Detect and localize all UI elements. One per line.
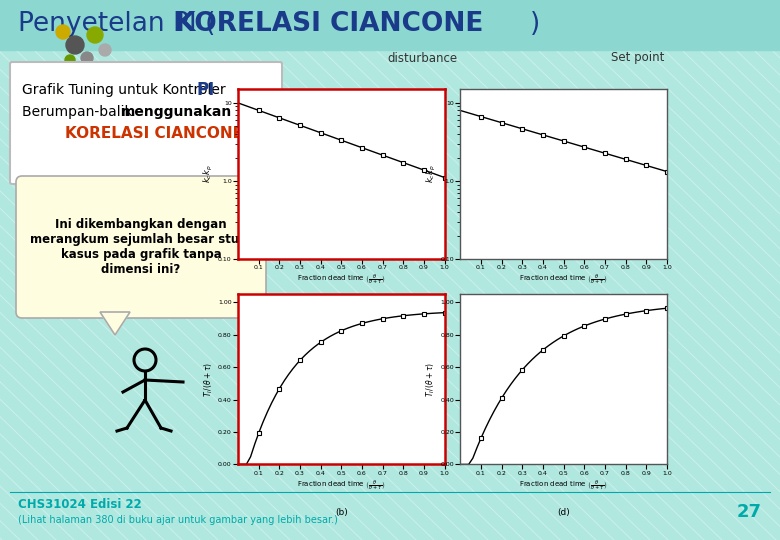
Y-axis label: $k_c k_p$: $k_c k_p$ — [202, 165, 215, 184]
Text: CHS31024 Edisi 22: CHS31024 Edisi 22 — [18, 497, 142, 510]
FancyBboxPatch shape — [10, 62, 282, 184]
Text: ): ) — [530, 11, 541, 37]
X-axis label: Fraction dead time $\left(\frac{\theta}{\theta+\tau}\right)$: Fraction dead time $\left(\frac{\theta}{… — [297, 478, 385, 492]
Y-axis label: $T_I/(\theta+\tau)$: $T_I/(\theta+\tau)$ — [425, 362, 438, 397]
Y-axis label: $T_I/(\theta+\tau)$: $T_I/(\theta+\tau)$ — [203, 362, 215, 397]
Text: disturbance: disturbance — [387, 51, 457, 64]
X-axis label: Fraction dead time $\left(\frac{\theta}{\theta+\tau}\right)$: Fraction dead time $\left(\frac{\theta}{… — [519, 478, 608, 492]
FancyBboxPatch shape — [16, 176, 266, 318]
Text: KORELASI CIANCONE: KORELASI CIANCONE — [65, 126, 243, 141]
Text: (Lihat halaman 380 di buku ajar untuk gambar yang lebih besar.): (Lihat halaman 380 di buku ajar untuk ga… — [18, 515, 338, 525]
Text: Penyetelan PI (: Penyetelan PI ( — [18, 11, 215, 37]
Text: (d): (d) — [557, 508, 570, 517]
Text: Set point: Set point — [612, 51, 665, 64]
Text: PI: PI — [196, 81, 215, 99]
Circle shape — [65, 55, 75, 65]
Text: 27: 27 — [737, 503, 762, 521]
Text: KORELASI CIANCONE: KORELASI CIANCONE — [175, 11, 484, 37]
Text: (c): (c) — [558, 302, 569, 312]
Y-axis label: $k_c k_p$: $k_c k_p$ — [424, 165, 438, 184]
X-axis label: Fraction dead time $\left(\frac{\theta}{\theta+\tau}\right)$: Fraction dead time $\left(\frac{\theta}{… — [297, 273, 385, 287]
Circle shape — [81, 52, 93, 64]
Text: (b): (b) — [335, 508, 348, 517]
Polygon shape — [100, 312, 130, 335]
Circle shape — [56, 25, 70, 39]
Text: menggunakan: menggunakan — [121, 105, 232, 119]
Text: Ini dikembangkan dengan
merangkum sejumlah besar studi
kasus pada grafik tanpa
d: Ini dikembangkan dengan merangkum sejuml… — [30, 218, 252, 276]
Circle shape — [87, 27, 103, 43]
Text: Grafik Tuning untuk Kontroler: Grafik Tuning untuk Kontroler — [22, 83, 230, 97]
Circle shape — [66, 36, 84, 54]
Text: (a): (a) — [335, 302, 348, 312]
Text: Berumpan-balik: Berumpan-balik — [22, 105, 137, 119]
Circle shape — [99, 44, 111, 56]
X-axis label: Fraction dead time $\left(\frac{\theta}{\theta+\tau}\right)$: Fraction dead time $\left(\frac{\theta}{… — [519, 273, 608, 287]
Bar — [0, 0, 780, 50]
